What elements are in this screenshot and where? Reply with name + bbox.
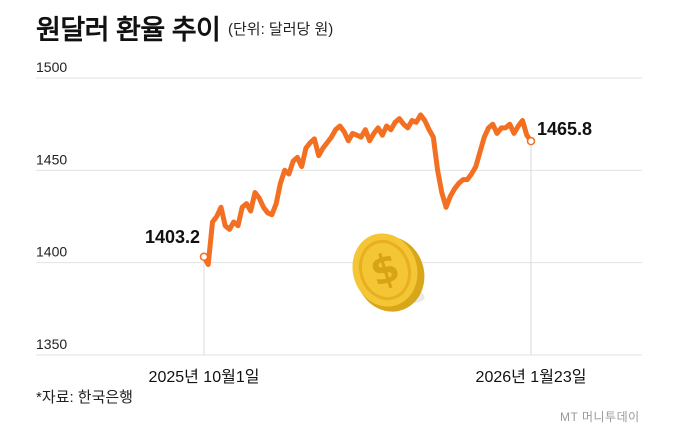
data-point bbox=[343, 130, 345, 133]
data-point bbox=[402, 123, 405, 125]
chart-title: 원달러 환율 추이 bbox=[36, 15, 221, 45]
data-point bbox=[228, 228, 231, 231]
y-tick-label: 1450 bbox=[36, 151, 67, 167]
data-point bbox=[275, 202, 277, 205]
data-point bbox=[339, 125, 341, 127]
data-point bbox=[305, 147, 307, 149]
data-point bbox=[326, 142, 328, 144]
data-point bbox=[364, 129, 366, 131]
label-layer: 1403.2 1465.8 bbox=[145, 119, 592, 262]
line-layer bbox=[201, 112, 534, 267]
data-point bbox=[445, 206, 447, 208]
data-point bbox=[313, 138, 316, 140]
data-point bbox=[377, 127, 379, 129]
data-point bbox=[216, 215, 218, 218]
data-point bbox=[241, 206, 243, 208]
x-tick-label: 2025년 10월1일 bbox=[149, 368, 260, 386]
data-point bbox=[475, 166, 477, 168]
data-point bbox=[318, 154, 320, 157]
data-point bbox=[487, 127, 490, 129]
data-point bbox=[436, 169, 439, 171]
data-point bbox=[411, 119, 413, 122]
annotation-marker bbox=[526, 136, 536, 146]
annotation-marker bbox=[199, 252, 209, 262]
data-point bbox=[250, 210, 252, 212]
data-point bbox=[322, 147, 324, 149]
data-point bbox=[419, 114, 422, 116]
data-point bbox=[483, 136, 485, 138]
data-point bbox=[347, 140, 349, 142]
y-tick-label: 1350 bbox=[36, 336, 67, 352]
guide-layer: 2025년 10월1일 2026년 1월23일 bbox=[149, 141, 587, 386]
data-point bbox=[470, 173, 473, 175]
data-point bbox=[237, 225, 239, 227]
data-point bbox=[262, 206, 265, 208]
data-point bbox=[220, 206, 222, 208]
data-point bbox=[309, 142, 311, 144]
data-point bbox=[415, 121, 417, 123]
data-point bbox=[373, 132, 375, 134]
data-point bbox=[254, 191, 256, 194]
data-point bbox=[500, 127, 502, 129]
data-point bbox=[513, 132, 515, 134]
data-point bbox=[352, 132, 354, 134]
data-point bbox=[449, 195, 451, 197]
data-point bbox=[292, 160, 294, 162]
data-point bbox=[407, 127, 409, 129]
data-point bbox=[369, 140, 371, 142]
x-tick-label: 2026년 1월23일 bbox=[476, 368, 587, 386]
data-point bbox=[301, 166, 303, 168]
data-point bbox=[386, 125, 388, 127]
data-point bbox=[224, 225, 226, 227]
data-point bbox=[432, 136, 434, 138]
data-point bbox=[526, 134, 528, 136]
grid-layer: 1500 1450 1400 1350 bbox=[36, 59, 642, 356]
data-point bbox=[458, 182, 460, 184]
data-point bbox=[211, 221, 214, 223]
data-point bbox=[517, 125, 519, 127]
data-point bbox=[509, 123, 511, 125]
data-point bbox=[496, 132, 498, 134]
data-point bbox=[441, 191, 443, 194]
data-point bbox=[492, 123, 494, 125]
data-point bbox=[296, 156, 299, 159]
data-point bbox=[245, 202, 248, 205]
data-point bbox=[288, 173, 290, 175]
data-point bbox=[479, 151, 481, 153]
data-point bbox=[271, 214, 273, 216]
data-point bbox=[207, 263, 209, 266]
data-point bbox=[466, 178, 468, 181]
data-point bbox=[381, 134, 383, 136]
data-point bbox=[284, 169, 286, 171]
data-point bbox=[335, 129, 337, 131]
data-point bbox=[258, 197, 260, 199]
data-point bbox=[279, 182, 282, 184]
data-point bbox=[390, 129, 392, 131]
data-point bbox=[453, 188, 456, 190]
data-point bbox=[330, 136, 333, 138]
annotation-label: 1465.8 bbox=[537, 119, 592, 139]
data-point bbox=[521, 119, 524, 122]
data-point bbox=[462, 178, 464, 181]
series-line bbox=[201, 112, 534, 267]
watermark-logo: MT 머니투데이 bbox=[560, 410, 640, 424]
data-point bbox=[356, 134, 358, 136]
data-point bbox=[394, 121, 396, 123]
data-point bbox=[267, 212, 269, 214]
dollar-coin-icon: $ bbox=[352, 233, 425, 312]
source-note: *자료: 한국은행 bbox=[36, 389, 133, 406]
data-point bbox=[233, 221, 235, 223]
data-point bbox=[428, 129, 430, 131]
data-point bbox=[398, 118, 400, 120]
data-point bbox=[504, 127, 507, 129]
chart-subtitle: (단위: 달러당 원) bbox=[228, 21, 334, 38]
data-point bbox=[360, 136, 362, 138]
annotation-label: 1403.2 bbox=[145, 227, 200, 247]
y-tick-label: 1500 bbox=[36, 59, 67, 75]
data-point bbox=[424, 119, 426, 122]
y-tick-label: 1400 bbox=[36, 244, 67, 260]
